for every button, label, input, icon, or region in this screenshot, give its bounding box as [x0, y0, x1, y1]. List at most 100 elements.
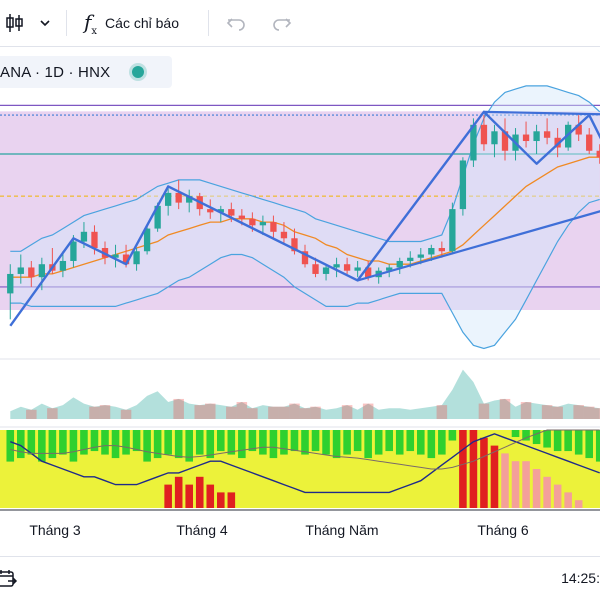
oscillator-green-bar — [259, 430, 267, 455]
oscillator-green-bar — [164, 430, 172, 455]
symbol-legend[interactable]: ANA · 1D · HNX — [0, 56, 172, 88]
oscillator-mid-bar — [227, 492, 236, 508]
oscillator-green-bar — [290, 430, 299, 452]
candle — [586, 128, 593, 154]
oscillator-mid-bar — [217, 492, 225, 508]
oscillator-green-bar — [585, 430, 593, 459]
oscillator-red-bar — [469, 430, 478, 508]
volume-bar-down — [278, 406, 290, 419]
oscillator-mid-bar — [174, 476, 183, 508]
oscillator-green-bar — [38, 430, 46, 462]
oscillator-green-bar — [427, 430, 436, 459]
volume-bar-down — [89, 406, 100, 419]
candle-body — [112, 254, 119, 258]
redo-button[interactable] — [272, 0, 292, 46]
candle-body — [459, 160, 467, 210]
volume-bar-down — [341, 405, 353, 419]
candle — [259, 215, 267, 236]
candle-body — [186, 196, 193, 203]
volume-bar-down — [583, 406, 595, 419]
candle-body — [217, 209, 224, 213]
candle — [7, 264, 14, 320]
candle — [143, 225, 151, 255]
candle-body — [238, 215, 245, 219]
candle-body — [175, 192, 182, 203]
candlestick-icon — [6, 14, 23, 32]
candle — [207, 199, 214, 219]
oscillator-red-bar — [532, 469, 541, 508]
oscillator-green-bar — [385, 430, 393, 452]
oscillator-green-bar — [311, 430, 320, 452]
indicators-label: Các chỉ báo — [105, 15, 179, 31]
undo-button[interactable] — [226, 0, 246, 46]
candle-body — [438, 248, 445, 252]
toolbar-divider — [208, 10, 209, 36]
oscillator-line-main — [10, 433, 600, 494]
candle-body — [354, 267, 361, 271]
candle-body — [259, 222, 267, 226]
oscillator-green-bar — [332, 430, 341, 459]
candle-body — [449, 209, 456, 252]
oscillator-green-bar — [374, 430, 383, 455]
oscillator-red-bar — [511, 461, 520, 508]
oscillator-green-bar — [553, 430, 562, 452]
candle — [459, 157, 467, 216]
candle-body — [59, 260, 67, 271]
candle — [112, 244, 119, 268]
oscillator-green-bar — [269, 430, 278, 459]
oscillator-green-bar — [238, 430, 246, 459]
candle-body — [17, 267, 24, 274]
oscillator-red-bar — [501, 453, 509, 508]
volume-bar-down — [26, 409, 37, 419]
oscillator-green-bar — [532, 430, 541, 445]
oscillator-green-bar — [280, 430, 288, 455]
indicators-button[interactable]: fx Các chỉ báo — [84, 0, 179, 46]
volume-pane-bg — [0, 365, 600, 419]
candle-body — [301, 251, 309, 265]
candle-body — [122, 254, 130, 265]
volume-bar-down — [499, 398, 511, 419]
candle — [501, 118, 509, 161]
candle — [312, 257, 319, 278]
candle-body — [501, 131, 509, 151]
calendar-range-icon[interactable] — [0, 568, 18, 590]
undo-icon — [226, 18, 245, 31]
candle-body — [586, 134, 593, 151]
volume-bar-down — [268, 406, 279, 419]
chart-type-button[interactable] — [4, 0, 26, 46]
candle — [38, 257, 45, 291]
volume-bar-down — [289, 403, 300, 419]
oscillator-green-bar — [395, 430, 404, 455]
candle-body — [249, 218, 256, 226]
bollinger-upper-line — [10, 85, 600, 252]
volume-area-up — [10, 369, 600, 419]
oscillator-green-bar — [522, 430, 530, 441]
oscillator-green-bar — [195, 430, 204, 455]
chart-type-dropdown[interactable] — [38, 0, 52, 46]
candle — [217, 205, 224, 223]
volume-bar-down — [173, 398, 184, 419]
oscillator-green-bar — [417, 430, 425, 455]
candle-body — [417, 254, 424, 258]
candle — [59, 251, 67, 278]
oscillator-green-bar — [69, 430, 78, 462]
oscillator-green-bar — [301, 430, 309, 455]
x-axis-tick-label: Tháng 3 — [29, 522, 81, 538]
oscillator-green-bar — [227, 430, 236, 455]
candle — [133, 248, 140, 271]
market-status-dot — [132, 66, 145, 78]
candle — [28, 260, 35, 287]
candle-body — [491, 131, 498, 145]
oscillator-red-bar — [459, 430, 467, 508]
redo-icon — [273, 18, 292, 31]
oscillator-green-bar — [59, 430, 67, 455]
oscillator-red-bar — [490, 445, 499, 508]
chart-canvas[interactable]: Tháng 3 Tháng 4 Tháng Năm Tháng 6 — [0, 47, 600, 554]
oscillator-red-bar — [553, 484, 562, 508]
oscillator-green-bar — [595, 430, 600, 462]
candle — [449, 202, 456, 255]
oscillator-red-bar — [543, 476, 551, 508]
oscillator-green-bar — [364, 430, 372, 459]
oscillator-green-bar — [574, 430, 583, 455]
oscillator-green-bar — [27, 430, 36, 455]
